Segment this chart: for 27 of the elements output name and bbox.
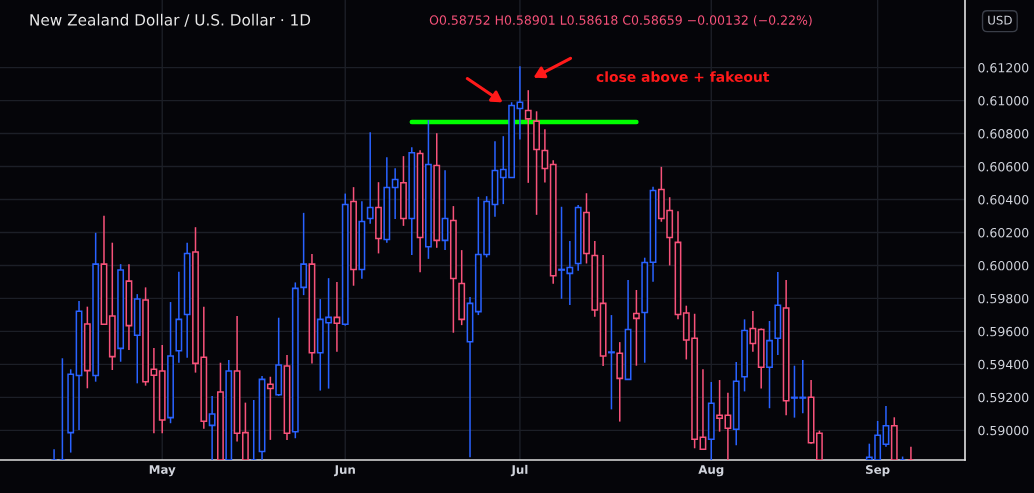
x-tick-label: Jul — [510, 464, 528, 477]
y-tick-label: 0.60400 — [978, 194, 1029, 205]
y-tick-label: 0.60200 — [978, 227, 1029, 238]
candlestick — [300, 212, 308, 296]
y-axis-title: USD — [988, 15, 1012, 25]
y-tick-label: 0.59400 — [978, 359, 1029, 370]
text: New Zealand Dollar / U.S. Dollar · 1D — [30, 13, 311, 27]
x-tick-label: Jun — [333, 465, 355, 477]
y-tick-label: 0.60600 — [978, 161, 1029, 172]
y-tick-label: 0.60800 — [978, 129, 1029, 139]
text: O0.58752 H0.58901 L0.58618 C0.58659 −0.00132 (−0.22%) — [429, 15, 812, 27]
annotation: close above + fakeout — [596, 71, 770, 83]
y-tick-label: 0.61200 — [978, 63, 1029, 73]
y-tick-label: 0.59200 — [978, 392, 1029, 403]
candlestick — [516, 65, 524, 141]
candlestick — [632, 289, 640, 367]
candlestick — [699, 368, 707, 451]
x-tick-label: Aug — [698, 465, 724, 477]
y-tick-label: 0.60000 — [978, 260, 1029, 271]
y-tick-label: 0.59600 — [978, 326, 1029, 337]
x-tick-label: May — [149, 465, 176, 477]
y-tick-label: 0.59800 — [978, 293, 1029, 304]
y-tick-label: 0.61000 — [978, 96, 1029, 106]
candlestick — [541, 128, 549, 184]
candlestick — [524, 89, 532, 184]
y-tick-label: 0.59000 — [978, 425, 1029, 436]
x-tick-label: Sep — [866, 465, 890, 477]
